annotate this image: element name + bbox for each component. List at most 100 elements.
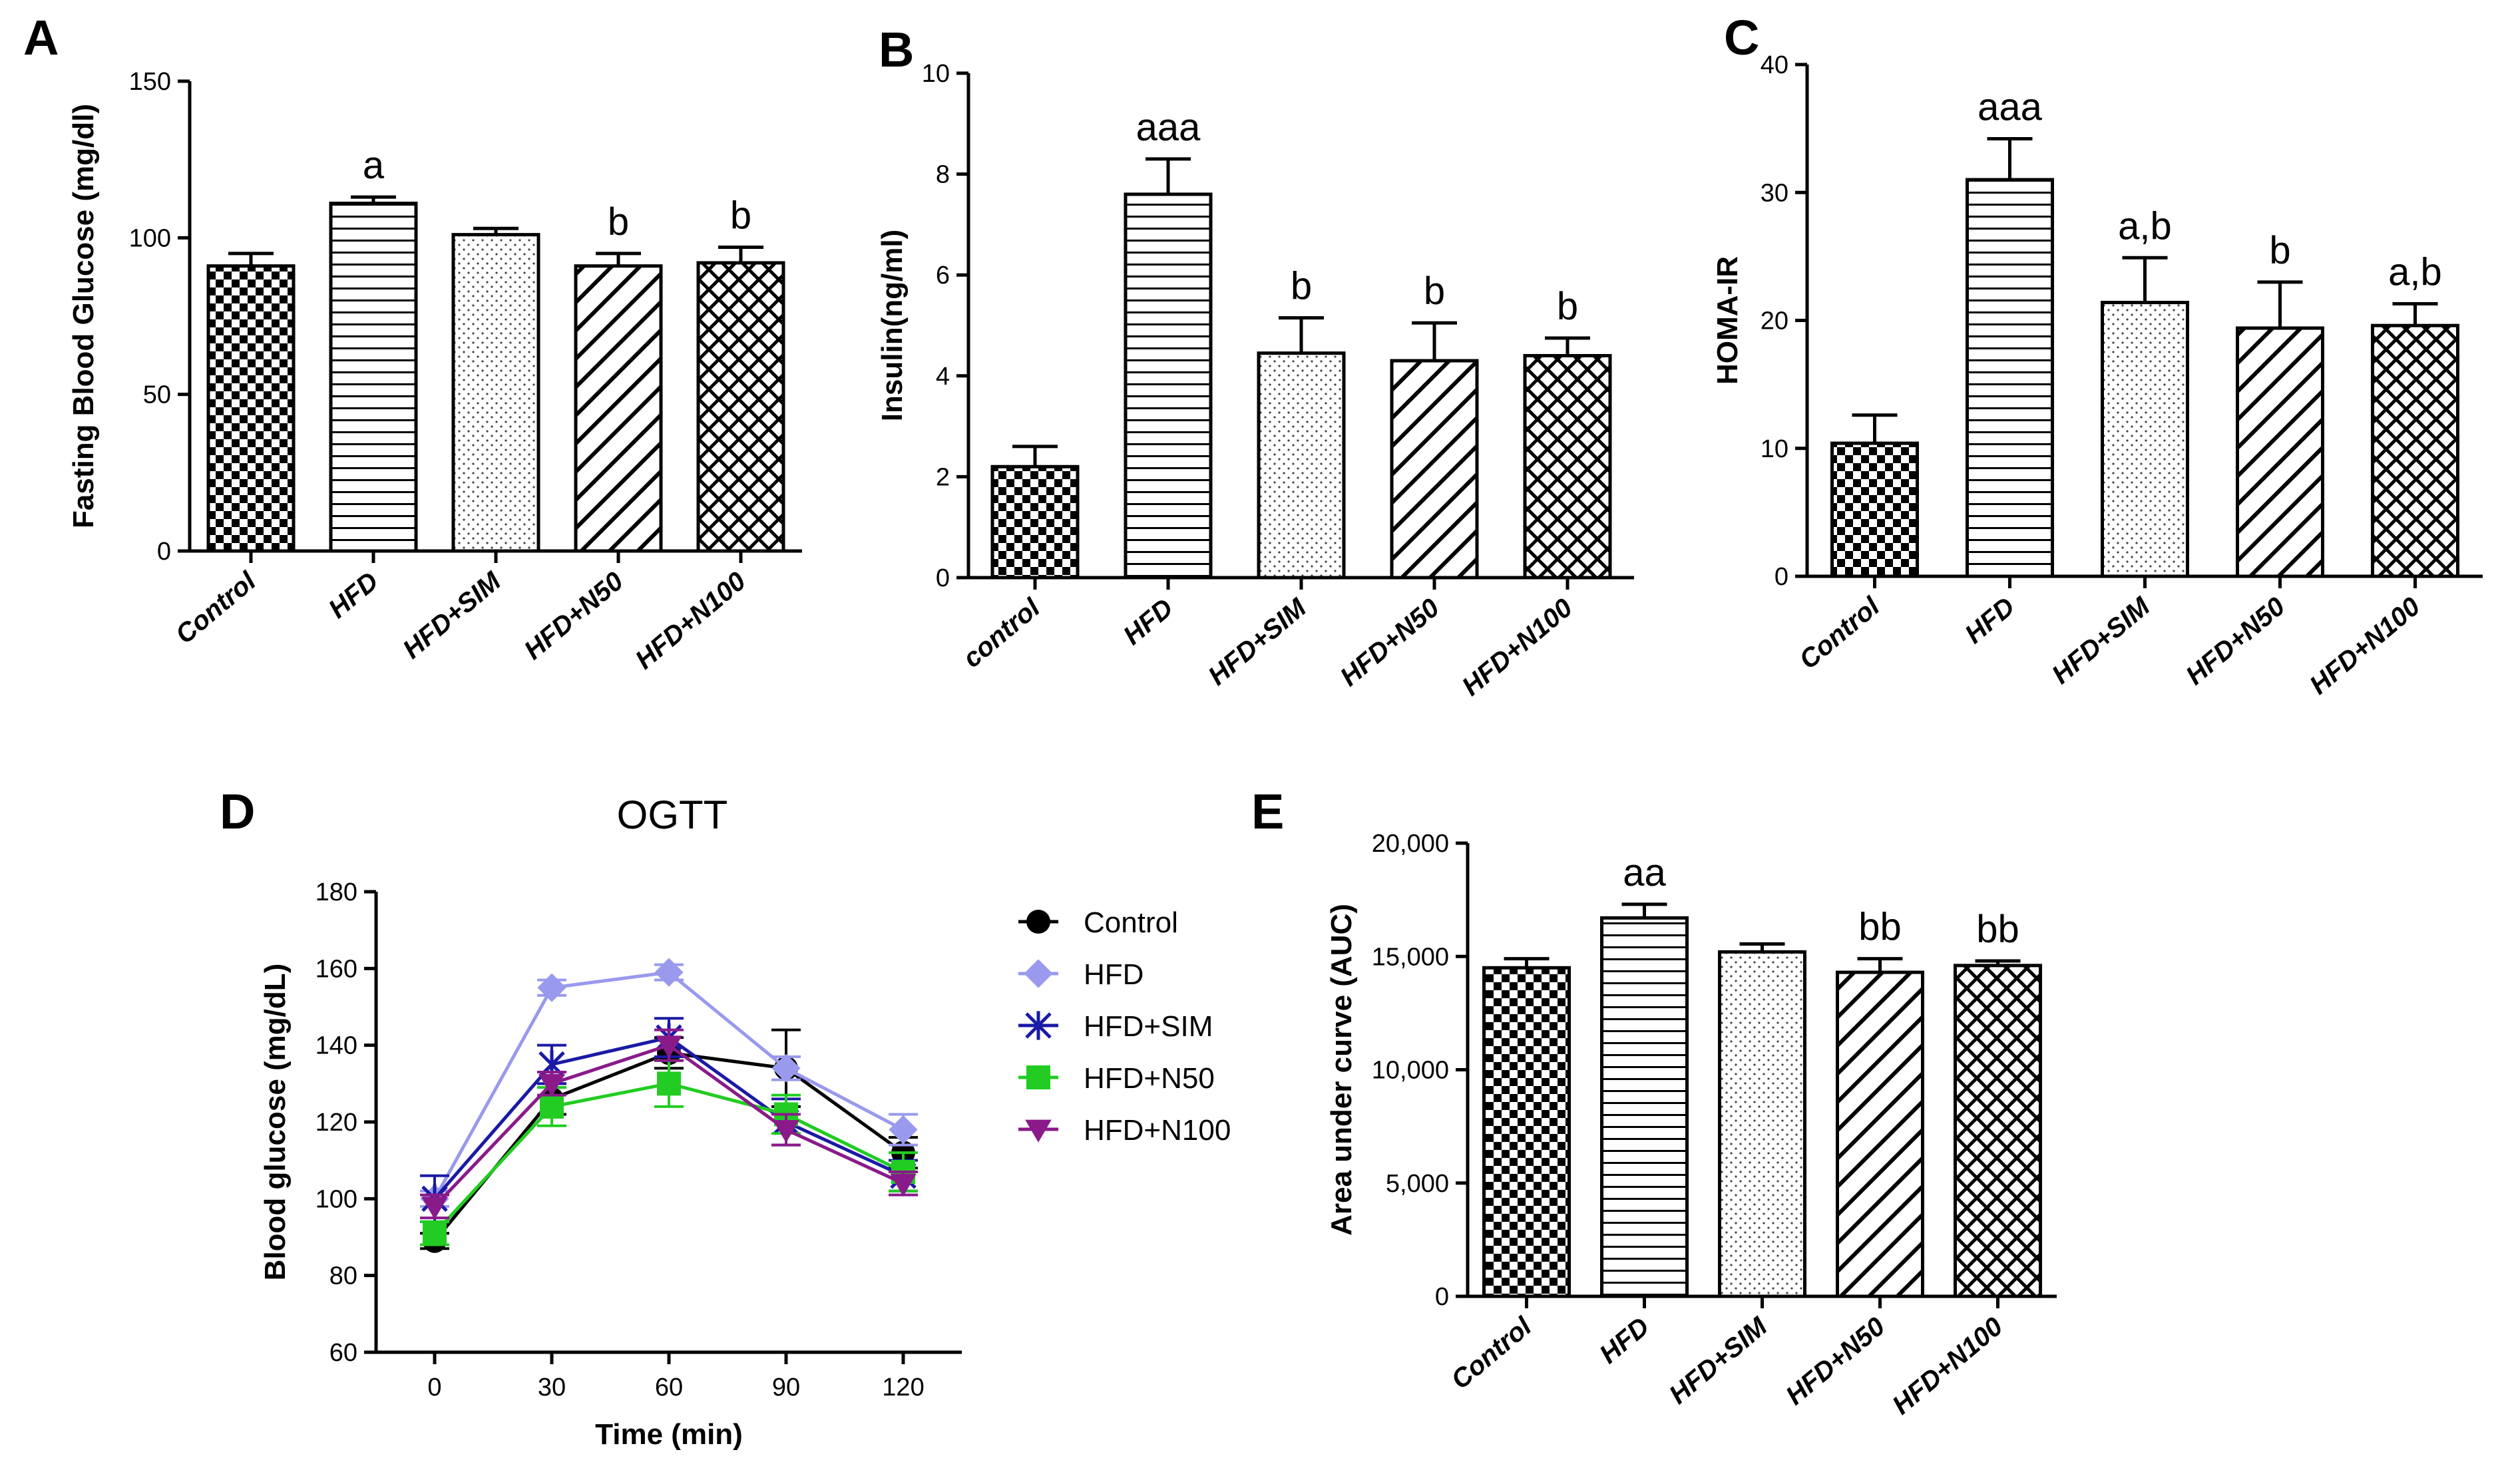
category-label-a: HFD+SIM bbox=[397, 566, 507, 664]
data-point bbox=[656, 1035, 682, 1059]
significance-label-a: b bbox=[608, 200, 629, 244]
significance-label-c: aaa bbox=[1978, 86, 2043, 129]
legend-marker bbox=[1026, 910, 1050, 934]
data-point bbox=[890, 1173, 917, 1197]
y-tick-label-b: 4 bbox=[936, 363, 950, 391]
legend-item-control: Control bbox=[1018, 906, 1178, 939]
x-tick-label-d: 60 bbox=[655, 1374, 683, 1401]
legend-marker bbox=[1026, 1065, 1050, 1089]
y-axis-label-a: Fasting Blood Glucose (mg/dl) bbox=[67, 104, 100, 528]
data-point bbox=[771, 1053, 801, 1083]
y-tick-label-d: 180 bbox=[315, 878, 357, 906]
x-tick-label-d: 0 bbox=[427, 1374, 441, 1401]
significance-label-c: b bbox=[2269, 229, 2290, 272]
y-tick-label-c: 10 bbox=[1761, 435, 1788, 463]
y-tick-label-c: 30 bbox=[1761, 179, 1788, 207]
significance-label-b: b bbox=[1557, 285, 1578, 328]
bar-b bbox=[1390, 359, 1479, 580]
category-label-e: HFD+N100 bbox=[1887, 1312, 2008, 1420]
y-axis-label-d: Blood glucose (mg/dL) bbox=[259, 964, 292, 1281]
bar-e bbox=[1954, 964, 2042, 1298]
bar-c bbox=[2236, 326, 2324, 578]
y-axis-label-b: Insulin(ng/ml) bbox=[876, 230, 909, 421]
panel-c-homa-ir-chart: 0 10 20 30 40 HOMA-IR Control HFD aaa HFD+SIM a,b H… bbox=[1711, 51, 2483, 700]
category-label-a: HFD+N50 bbox=[519, 566, 628, 665]
category-label-b: HFD+SIM bbox=[1203, 592, 1313, 691]
legend-marker bbox=[1025, 1011, 1052, 1040]
significance-label-e: bb bbox=[1858, 906, 1902, 949]
y-tick-label-d: 80 bbox=[329, 1262, 357, 1290]
x-tick-label-d: 30 bbox=[538, 1374, 566, 1401]
y-tick-label-d: 160 bbox=[315, 955, 357, 983]
panel-letter-e: E bbox=[1251, 784, 1284, 839]
y-tick-label-e: 0 bbox=[1435, 1283, 1449, 1311]
y-tick-label-b: 6 bbox=[936, 262, 950, 289]
data-point bbox=[421, 1197, 448, 1220]
data-point bbox=[654, 958, 684, 987]
panel-letter-c: C bbox=[1724, 10, 1759, 65]
legend-label: HFD+N100 bbox=[1084, 1114, 1231, 1147]
bar-c bbox=[2101, 301, 2189, 578]
y-tick-label-b: 0 bbox=[936, 564, 950, 592]
category-label-c: HFD+SIM bbox=[2047, 591, 2157, 689]
x-axis-label-d: Time (min) bbox=[595, 1418, 743, 1451]
category-label-b: HFD+N50 bbox=[1335, 593, 1444, 692]
y-tick-label-a: 100 bbox=[129, 224, 171, 252]
bar-a bbox=[574, 264, 663, 553]
data-point bbox=[540, 1094, 564, 1119]
data-point bbox=[538, 1073, 565, 1097]
data-point bbox=[773, 1120, 799, 1143]
category-label-e: Control bbox=[1446, 1312, 1538, 1395]
bar-b bbox=[1257, 351, 1346, 580]
bar-e bbox=[1600, 916, 1689, 1298]
panel-b-insulin-chart: 0 2 4 6 8 10 Insulin(ng/ml) control HFD aaa HFD+SI… bbox=[876, 60, 1634, 701]
y-axis-label-c: HOMA-IR bbox=[1711, 256, 1744, 385]
category-label-e: HFD bbox=[1594, 1312, 1655, 1370]
legend-label: HFD+N50 bbox=[1084, 1062, 1215, 1095]
significance-label-b: b bbox=[1424, 270, 1445, 313]
y-tick-label-e: 20,000 bbox=[1372, 830, 1449, 858]
category-label-c: HFD+N50 bbox=[2181, 592, 2290, 691]
bar-a bbox=[451, 233, 540, 553]
y-tick-label-e: 15,000 bbox=[1372, 943, 1449, 971]
legend-item-hfd-n50: HFD+N50 bbox=[1018, 1062, 1215, 1095]
significance-label-c: a,b bbox=[2118, 204, 2172, 248]
y-tick-label-e: 10,000 bbox=[1372, 1057, 1449, 1085]
panel-letter-b: B bbox=[879, 22, 914, 77]
bar-b bbox=[1124, 192, 1213, 580]
category-label-b: control bbox=[958, 593, 1046, 673]
significance-label-b: b bbox=[1291, 265, 1312, 308]
y-tick-label-c: 20 bbox=[1761, 307, 1788, 335]
data-point bbox=[889, 1115, 918, 1145]
legend-item-hfd-n100: HFD+N100 bbox=[1018, 1114, 1231, 1147]
data-point bbox=[657, 1071, 681, 1096]
legend-item-hfd-sim: HFD+SIM bbox=[1018, 1010, 1213, 1043]
data-point bbox=[423, 1221, 447, 1246]
y-tick-label-d: 120 bbox=[315, 1109, 357, 1137]
legend-item-hfd: HFD bbox=[1018, 958, 1144, 991]
bar-b bbox=[1523, 353, 1612, 580]
panel-letter-a: A bbox=[23, 10, 59, 65]
chart-title-d: OGTT bbox=[617, 793, 728, 837]
series-hfd-n100 bbox=[420, 1028, 918, 1220]
y-tick-label-a: 150 bbox=[129, 68, 171, 96]
bar-e bbox=[1836, 970, 1924, 1298]
y-tick-label-b: 2 bbox=[936, 463, 950, 491]
y-tick-label-b: 8 bbox=[936, 161, 950, 189]
y-tick-label-c: 0 bbox=[1774, 563, 1788, 591]
category-label-b: HFD bbox=[1118, 593, 1179, 651]
y-tick-label-d: 100 bbox=[315, 1185, 357, 1213]
category-label-b: HFD+N100 bbox=[1456, 593, 1577, 701]
bar-b bbox=[990, 464, 1080, 580]
category-label-c: Control bbox=[1794, 592, 1886, 675]
category-label-c: HFD bbox=[1960, 592, 2020, 649]
significance-label-a: b bbox=[730, 194, 751, 237]
significance-label-a: a bbox=[363, 144, 385, 187]
legend-label: HFD+SIM bbox=[1084, 1010, 1213, 1043]
y-axis-label-e: Area under curve (AUC) bbox=[1325, 904, 1358, 1236]
y-tick-label-b: 10 bbox=[922, 60, 950, 88]
legend-label: Control bbox=[1084, 906, 1178, 939]
bar-c bbox=[1830, 441, 1919, 578]
category-label-a: HFD+N100 bbox=[630, 566, 751, 675]
